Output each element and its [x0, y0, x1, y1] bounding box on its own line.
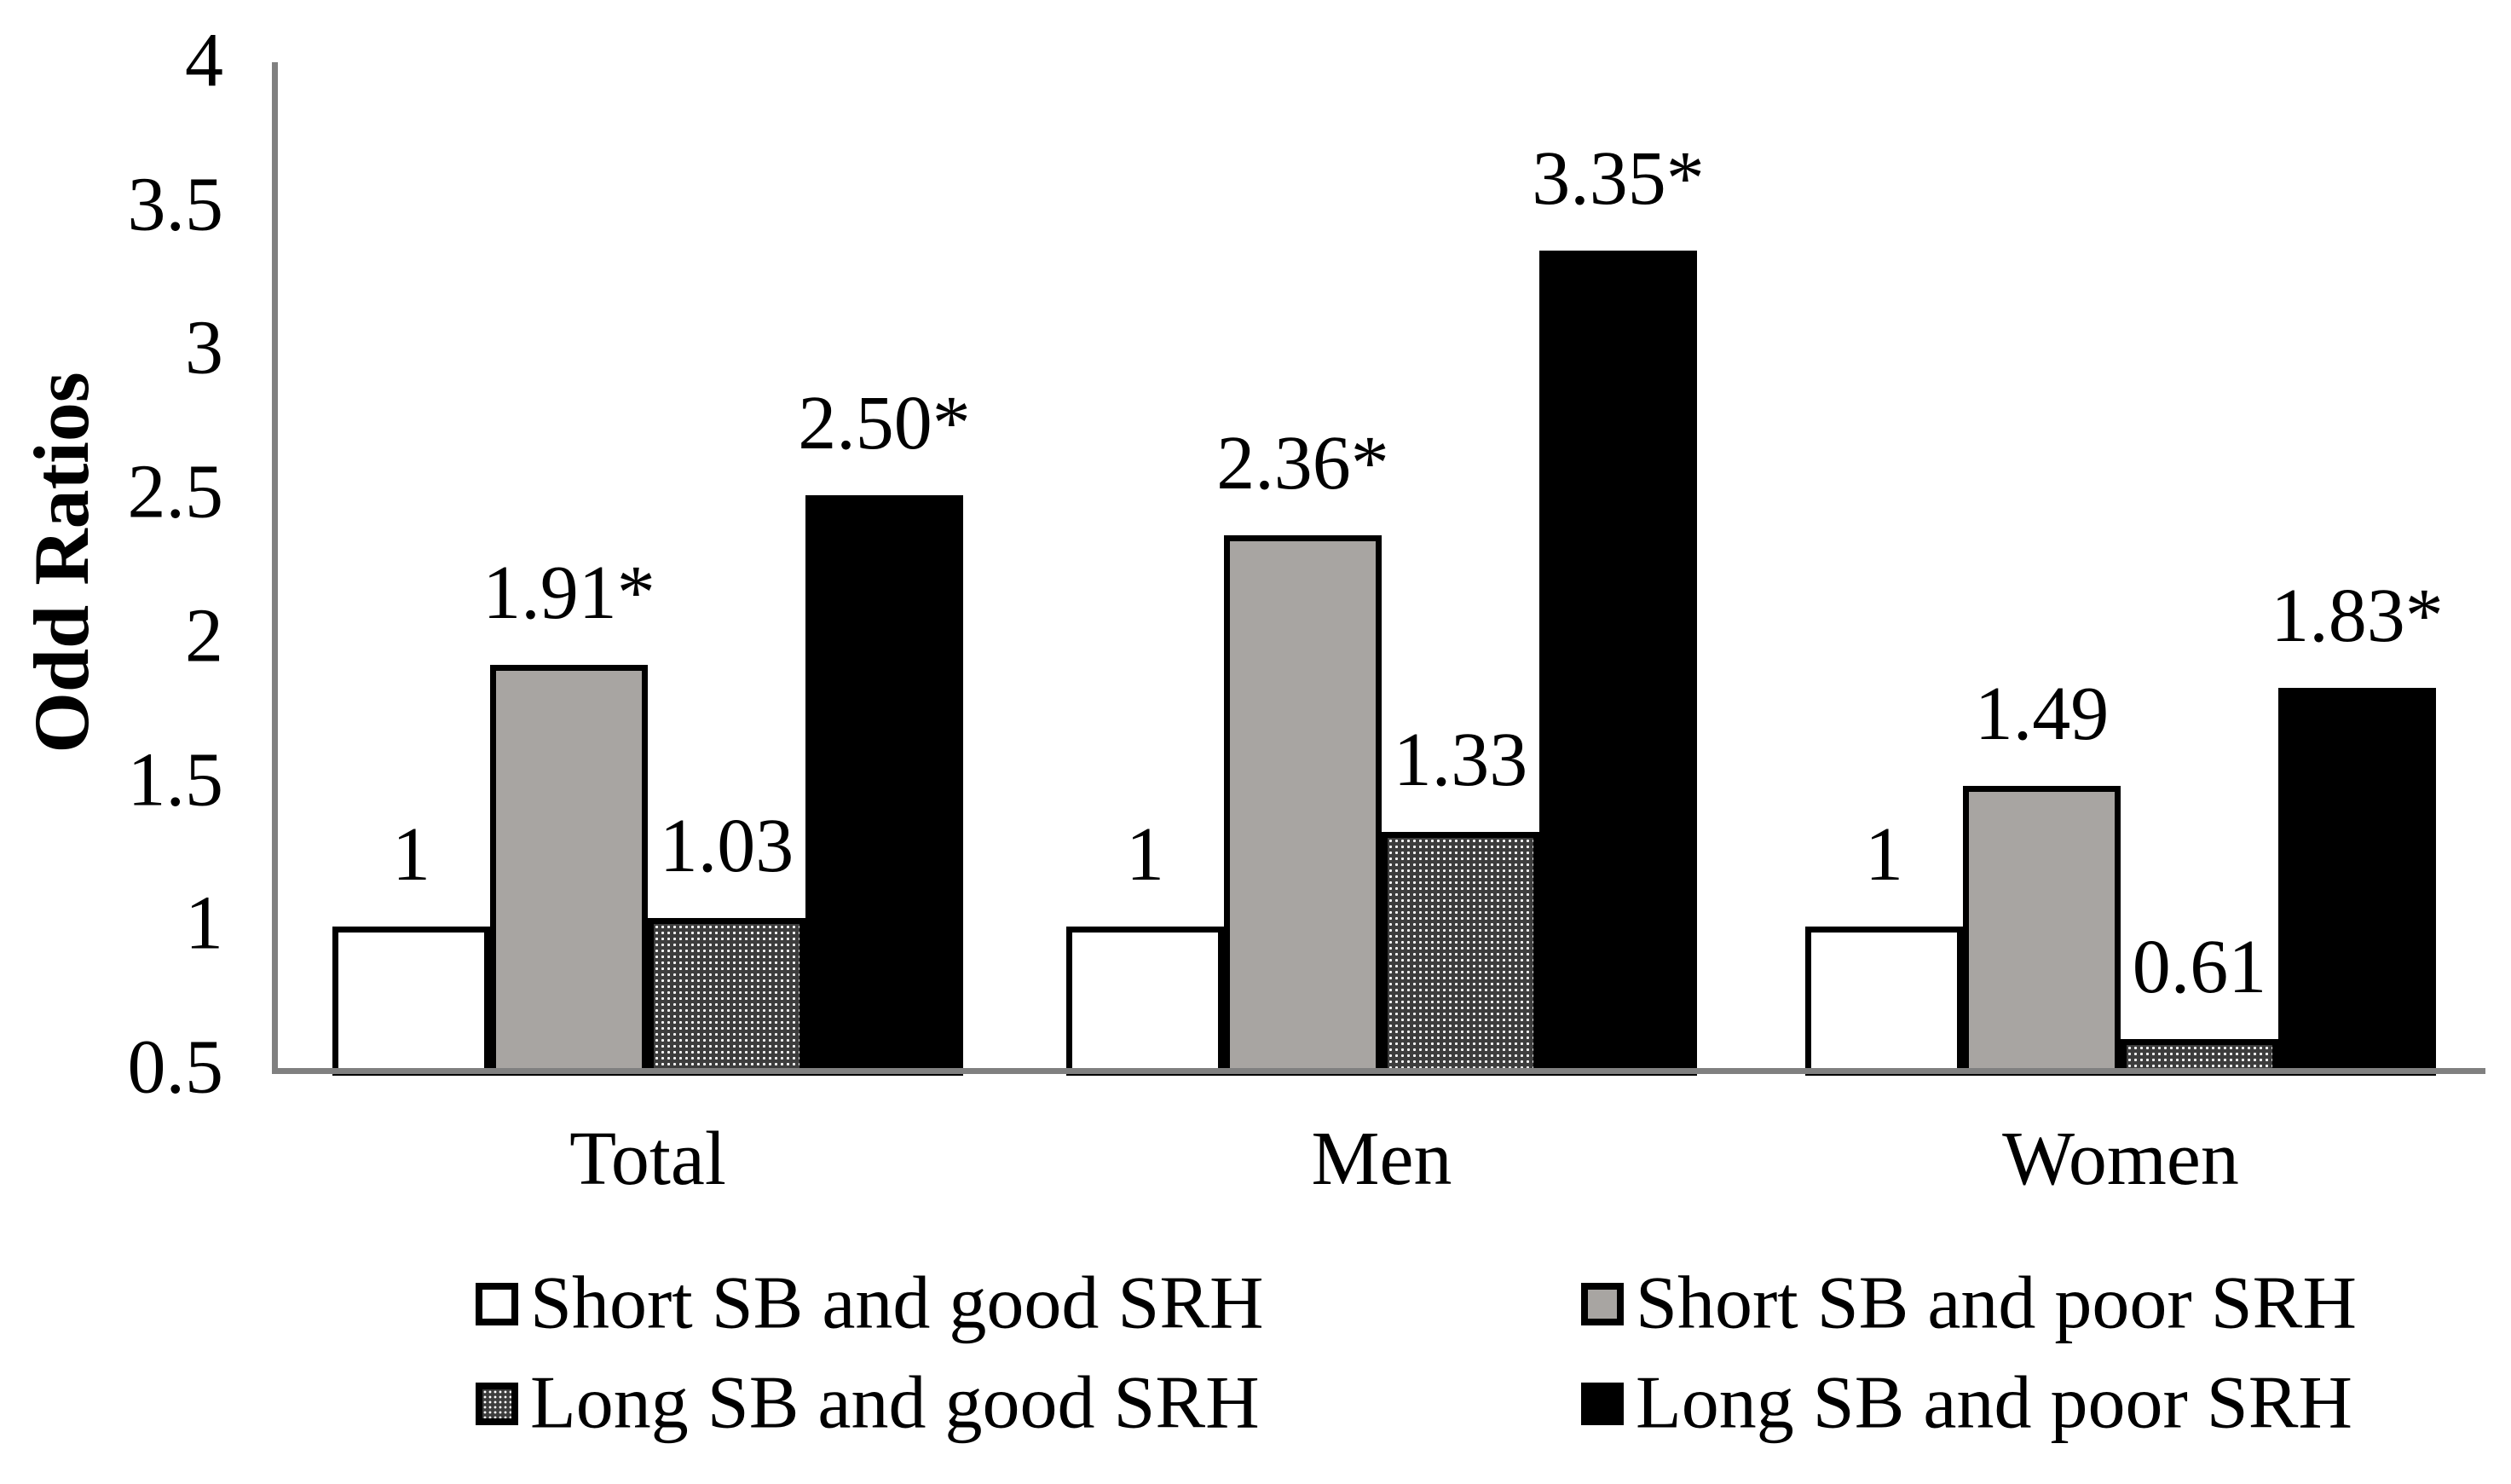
bar-value-label: 1.83*	[2271, 574, 2444, 659]
bar-value-label: 1.49	[1974, 671, 2110, 756]
bar-value-label: 0.61	[2132, 924, 2267, 1009]
y-tick-label: 2.5	[127, 449, 224, 534]
bar-gray	[1963, 785, 2121, 1076]
bar-black	[2278, 688, 2436, 1076]
bar-value-label: 1	[1865, 812, 1903, 898]
category-label: Total	[569, 1117, 726, 1201]
category-label: Men	[1311, 1117, 1452, 1201]
bar-value-label: 2.36*	[1216, 421, 1389, 506]
y-tick-label: 0.5	[127, 1025, 224, 1110]
category-label: Women	[2002, 1117, 2239, 1201]
bar-value-label: 3.35*	[1532, 136, 1705, 222]
bar-black	[805, 495, 963, 1076]
bar-black	[1539, 251, 1697, 1076]
legend-swatch-black	[1581, 1383, 1624, 1425]
bar-value-label: 2.50*	[798, 381, 971, 466]
legend-label: Short SB and good SRH	[530, 1262, 1264, 1345]
bar-white	[1066, 927, 1224, 1076]
y-axis-title: Odd Ratios	[18, 372, 105, 754]
bar-white	[332, 927, 490, 1076]
y-tick-label: 3	[185, 305, 223, 390]
bar-white	[1805, 927, 1963, 1076]
legend-swatch-white	[476, 1283, 518, 1325]
bar-dotted	[1382, 831, 1539, 1076]
bar-gray	[490, 665, 648, 1076]
bar-gray	[1224, 535, 1382, 1076]
x-axis-baseline	[272, 1068, 2485, 1074]
y-tick-label: 4	[185, 18, 223, 103]
legend-label: Long SB and poor SRH	[1636, 1361, 2352, 1445]
y-axis-line	[272, 62, 278, 1074]
y-tick-label: 3.5	[127, 162, 224, 247]
bar-value-label: 1.03	[659, 804, 794, 889]
bar-value-label: 1.91*	[482, 551, 655, 636]
bar-value-label: 1	[1126, 812, 1164, 898]
y-tick-label: 1.5	[127, 736, 224, 822]
bar-value-label: 1	[392, 812, 430, 898]
y-tick-label: 2	[185, 593, 223, 678]
legend-label: Long SB and good SRH	[530, 1361, 1260, 1445]
y-tick-label: 1	[185, 881, 223, 966]
legend-swatch-gray	[1581, 1283, 1624, 1325]
legend-swatch-dotted	[476, 1383, 518, 1425]
bar-value-label: 1.33	[1393, 717, 1528, 802]
legend-label: Short SB and poor SRH	[1636, 1262, 2357, 1345]
bar-dotted	[648, 918, 805, 1076]
